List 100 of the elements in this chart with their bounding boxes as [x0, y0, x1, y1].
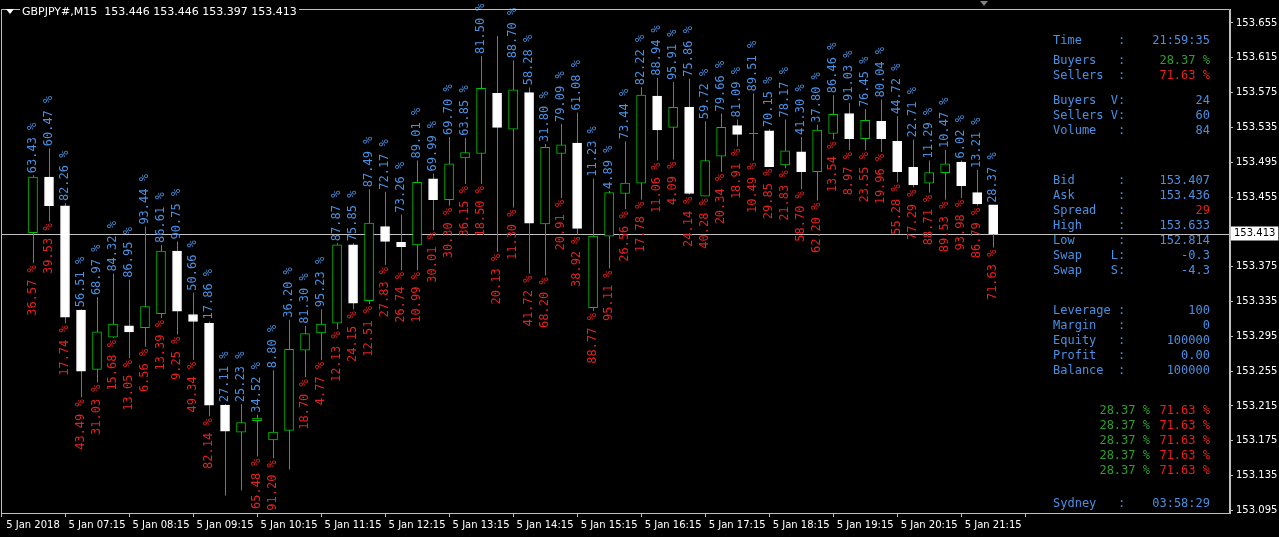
- y-tick-label: 153.575: [1236, 86, 1278, 98]
- annotation: 73.26 %: [393, 161, 408, 213]
- annotation: 55.28 %: [889, 183, 904, 235]
- annotation: 88.77 %: [585, 312, 600, 364]
- annotation: 36.57 %: [25, 264, 40, 316]
- annotation: 89.53 %: [937, 200, 952, 253]
- annotation: 70.15 %: [761, 75, 776, 128]
- annotation: 10.47 %: [937, 96, 952, 149]
- annotation: 89.01 %: [409, 107, 424, 159]
- annotation: Sydney :: [1053, 496, 1126, 510]
- x-tick-label: 5 Jan 14:15: [516, 518, 574, 530]
- annotation: 71.63 %: [1159, 463, 1210, 477]
- annotation: 27.11 %: [217, 350, 232, 403]
- annotation: 17.78 %: [633, 200, 648, 253]
- annotation: 41.30 %: [793, 83, 808, 135]
- annotation: Bid :: [1053, 173, 1126, 187]
- annotation: 44.72 %: [889, 62, 904, 115]
- x-tick-label: 5 Jan 07:15: [68, 518, 126, 530]
- y-tick-label: 153.615: [1236, 51, 1278, 63]
- annotation: 8.97 %: [841, 151, 856, 196]
- annotation: 71.63 %: [1159, 68, 1210, 82]
- annotation: Profit :: [1053, 348, 1126, 362]
- annotation: 26.74 %: [393, 271, 408, 323]
- annotation: 95.11 %: [601, 269, 616, 321]
- annotation: Low :: [1053, 233, 1126, 247]
- annotation: 19.96 %: [873, 152, 888, 205]
- annotation: 77.29 %: [905, 188, 920, 241]
- annotation: 79.66 %: [713, 60, 728, 112]
- annotation: 28.37 %: [1099, 463, 1150, 477]
- annotation: 30.30 %: [441, 206, 456, 259]
- annotation: 86.61 %: [153, 191, 168, 243]
- y-tick-label: 153.295: [1236, 329, 1278, 341]
- annotation: 78.17 %: [777, 66, 792, 118]
- ref-line-label: 153.413: [1234, 227, 1276, 239]
- annotation: Time :: [1053, 33, 1126, 47]
- y-tick-label: 153.215: [1236, 399, 1278, 411]
- x-tick-label: 5 Jan 09:15: [196, 518, 254, 530]
- annotation: 39.53 %: [41, 222, 56, 274]
- candlestick: [844, 102, 854, 151]
- annotation: 93.44 %: [137, 173, 152, 225]
- candlestick: [972, 169, 982, 207]
- annotation: 29: [1195, 203, 1210, 217]
- x-tick-label: 5 Jan 13:15: [452, 518, 510, 530]
- annotation: 90.75 %: [169, 188, 184, 240]
- annotation: 30.01 %: [425, 231, 440, 283]
- annotation: Equity :: [1053, 333, 1126, 347]
- annotation: 71.63 %: [985, 248, 1000, 301]
- y-tick-label: 153.495: [1236, 155, 1278, 167]
- annotation: 76.45 %: [857, 55, 872, 108]
- annotation: 68.20 %: [537, 276, 552, 328]
- annotation: 63.85 %: [457, 84, 472, 136]
- annotation: 75.85 %: [345, 189, 360, 242]
- annotation: Sellers V:: [1053, 108, 1126, 122]
- annotation: 88.94 %: [649, 24, 664, 76]
- x-tick-label: 5 Jan 18:15: [772, 518, 830, 530]
- annotation: 21.83 %: [777, 169, 792, 221]
- annotation: 28.37 %: [985, 151, 1000, 203]
- annotation: 34.52 %: [249, 361, 264, 413]
- annotation: 82.22 %: [633, 33, 648, 86]
- annotation: 24.15 %: [345, 310, 360, 362]
- annotation: 6.56 %: [137, 347, 152, 393]
- annotation: 62.20 %: [809, 201, 824, 254]
- annotation: Buyers V:: [1053, 93, 1126, 107]
- candlestick: [956, 159, 966, 199]
- annotation: 28.37 %: [1099, 433, 1150, 447]
- annotation: 69.99 %: [425, 120, 440, 172]
- x-tick-label: 5 Jan 2018: [6, 518, 60, 530]
- chart-title: GBPJPY#,M15 153.446 153.446 153.397 153.413: [20, 5, 299, 18]
- candlestick: [780, 119, 790, 169]
- annotation: 100: [1188, 303, 1210, 317]
- annotation: Spread :: [1053, 203, 1126, 217]
- annotation: 86.79 %: [969, 206, 984, 259]
- annotation: 28.37 %: [1099, 418, 1150, 432]
- candlestick: [380, 191, 390, 266]
- candlestick: [796, 136, 806, 190]
- annotation: 56.51 %: [73, 255, 88, 308]
- annotation: 88.71 %: [921, 193, 936, 246]
- annotation: Ask :: [1053, 188, 1126, 202]
- x-tick-label: 5 Jan 12:15: [388, 518, 446, 530]
- x-tick-label: 5 Jan 08:15: [132, 518, 190, 530]
- annotation: Swap L:: [1053, 248, 1126, 262]
- annotation: 17.74 %: [57, 324, 72, 376]
- annotation: 49.34 %: [185, 361, 200, 413]
- candlestick: [396, 213, 406, 271]
- annotation: 36.15 %: [457, 185, 472, 237]
- y-tick-label: 153.255: [1236, 364, 1278, 376]
- annotation: 87.49 %: [361, 135, 376, 188]
- annotation: 80.04 %: [873, 46, 888, 98]
- annotation: 91.20 %: [265, 459, 280, 511]
- annotation: 89.51 %: [745, 40, 760, 92]
- annotation: 15.68 %: [105, 339, 120, 391]
- annotation: 9.25 %: [169, 335, 184, 380]
- annotation: 18.91 %: [729, 147, 744, 200]
- annotation: 18.70 %: [297, 378, 312, 430]
- candlestick: [108, 273, 118, 339]
- annotation: 69.70 %: [441, 83, 456, 135]
- y-tick-label: 153.135: [1236, 469, 1278, 481]
- annotation: 22.71 %: [905, 86, 920, 138]
- annotation: 27.83 %: [377, 266, 392, 318]
- annotation: 0: [1202, 318, 1210, 332]
